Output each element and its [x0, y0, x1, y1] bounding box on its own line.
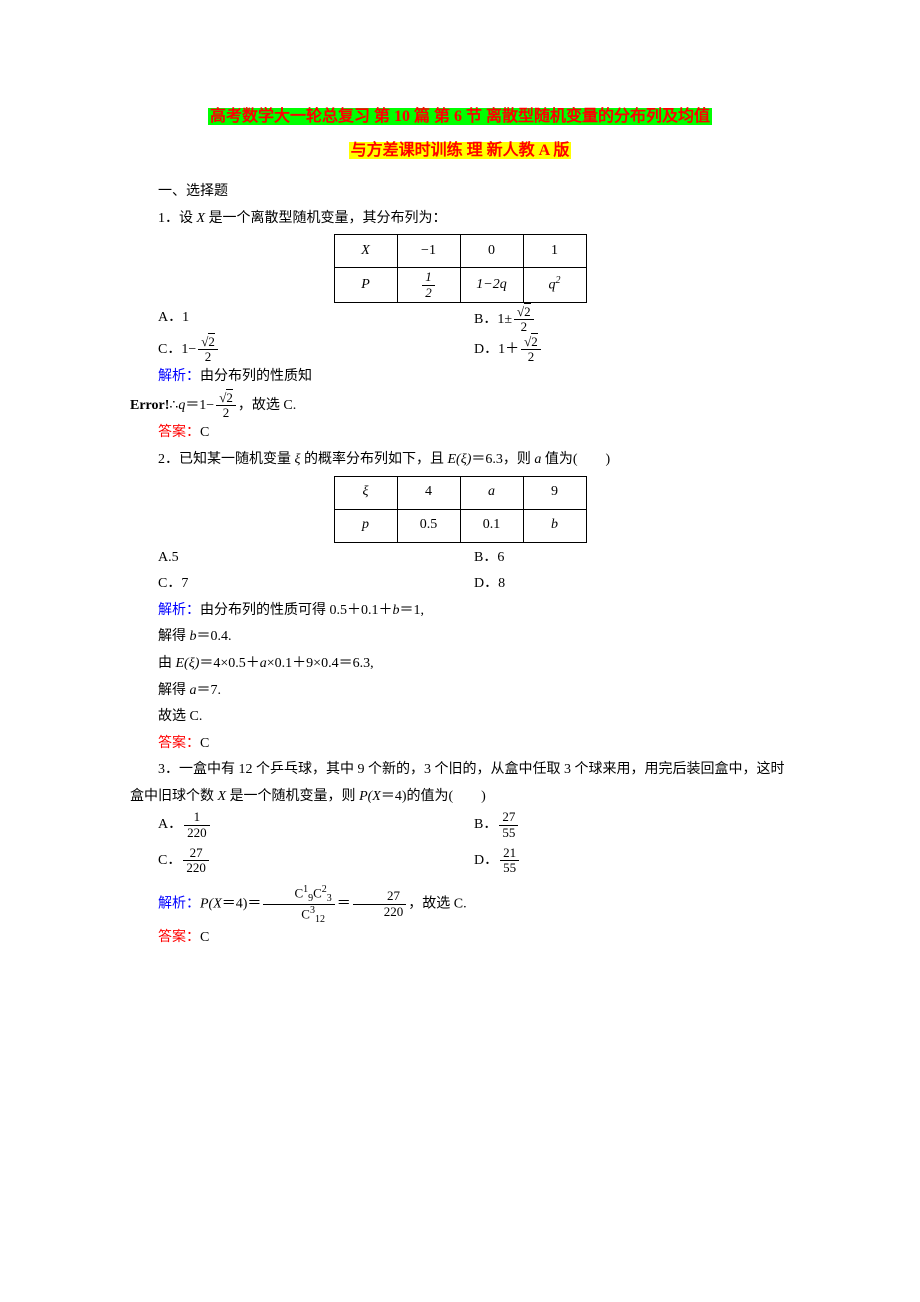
q2-optC: C．7: [130, 571, 474, 598]
cell: −1: [397, 235, 460, 268]
title-line1: 高考数学大一轮总复习 第 10 篇 第 6 节 离散型随机变量的分布列及均值: [208, 108, 712, 125]
q2-sol4: 解得 a＝7.: [130, 678, 790, 705]
q2-sol5: 故选 C.: [130, 704, 790, 731]
cell: b: [523, 509, 586, 542]
q2-answer: 答案：C: [130, 731, 790, 758]
cell: X: [334, 235, 397, 268]
q3-optA: A．1220: [130, 810, 474, 840]
cell: 9: [523, 476, 586, 509]
q2-options-row2: C．7 D．8: [130, 571, 790, 598]
cell: ξ: [334, 476, 397, 509]
q1-table: X −1 0 1 P 12 1−2q q2: [334, 234, 587, 303]
q1-stem: 1．设 X 是一个离散型随机变量，其分布列为：: [130, 206, 790, 233]
q3-optD: D．2155: [474, 846, 790, 876]
q1-optD: D．1＋√22: [474, 335, 790, 365]
q1-solution2: Error!∴q＝1−√22，故选 C.: [130, 391, 790, 421]
q2-optB: B．6: [474, 545, 790, 572]
q2-sol3: 由 E(ξ)＝4×0.5＋a×0.1＋9×0.4＝6.3,: [130, 651, 790, 678]
q1-options-row1: A．1 B．1±√22: [130, 305, 790, 335]
page-title: 高考数学大一轮总复习 第 10 篇 第 6 节 离散型随机变量的分布列及均值 与…: [130, 100, 790, 167]
q1-solution: 解析：由分布列的性质知: [130, 364, 790, 391]
section-heading: 一、选择题: [130, 179, 790, 206]
q1-optB: B．1±√22: [474, 305, 790, 335]
cell: 0.5: [397, 509, 460, 542]
cell: 0.1: [460, 509, 523, 542]
cell: 12: [397, 268, 460, 303]
q3-optC: C．27220: [130, 846, 474, 876]
q2-sol1: 解析：由分布列的性质可得 0.5＋0.1＋b＝1,: [130, 598, 790, 625]
cell: q2: [523, 268, 586, 303]
cell: 0: [460, 235, 523, 268]
q2-stem: 2．已知某一随机变量 ξ 的概率分布列如下，且 E(ξ)＝6.3，则 a 值为(…: [130, 447, 790, 474]
q2-sol2: 解得 b＝0.4.: [130, 624, 790, 651]
q1-optA: A．1: [130, 305, 474, 335]
cell: a: [460, 476, 523, 509]
q3-options-row2: C．27220 D．2155: [130, 846, 790, 876]
q2-optA: A.5: [130, 545, 474, 572]
q1-optC: C．1−√22: [130, 335, 474, 365]
q3-options-row1: A．1220 B．2755: [130, 810, 790, 840]
q3-answer: 答案：C: [130, 925, 790, 952]
cell: 1: [523, 235, 586, 268]
q3-stem: 3．一盒中有 12 个乒乓球，其中 9 个新的，3 个旧的，从盒中任取 3 个球…: [130, 757, 790, 810]
title-line2: 与方差课时训练 理 新人教 A 版: [349, 142, 572, 159]
cell: 4: [397, 476, 460, 509]
cell: 1−2q: [460, 268, 523, 303]
q3-solution: 解析：P(X＝4)＝C19C23C312＝27220，故选 C.: [130, 884, 790, 925]
cell: P: [334, 268, 397, 303]
q2-optD: D．8: [474, 571, 790, 598]
q1-answer: 答案：C: [130, 420, 790, 447]
q2-options-row1: A.5 B．6: [130, 545, 790, 572]
q1-options-row2: C．1−√22 D．1＋√22: [130, 335, 790, 365]
q3-optB: B．2755: [474, 810, 790, 840]
cell: p: [334, 509, 397, 542]
q2-table: ξ 4 a 9 p 0.5 0.1 b: [334, 476, 587, 543]
